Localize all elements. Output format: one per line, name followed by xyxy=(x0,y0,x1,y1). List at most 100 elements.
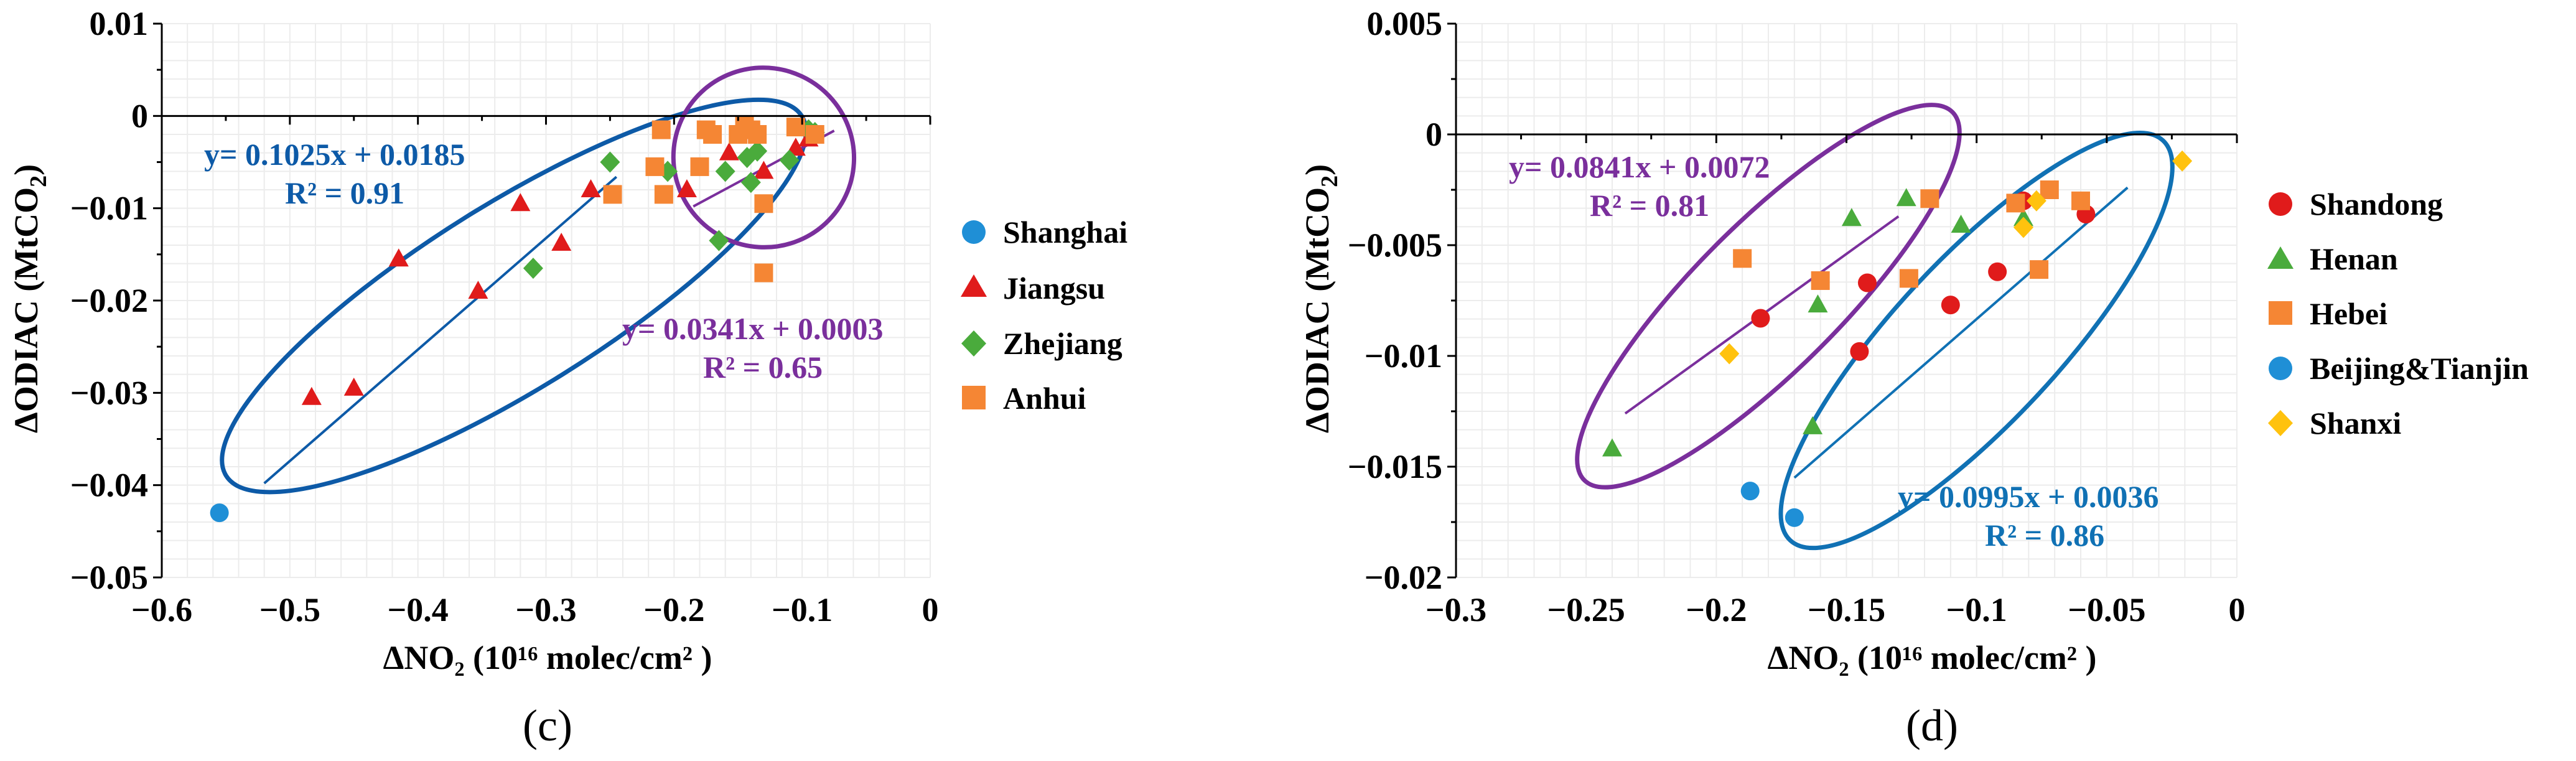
point-jiangsu xyxy=(343,377,364,396)
point-shandong xyxy=(1850,342,1869,361)
data-points-d xyxy=(1602,150,2193,527)
y-tick-label: −0.015 xyxy=(1348,448,1442,485)
point-hebei xyxy=(1733,249,1752,268)
x-tick-label: −0.3 xyxy=(515,591,576,628)
x-tick-label: 0 xyxy=(2229,591,2246,628)
point-henan xyxy=(1808,294,1828,313)
legend-item-beijing-tianjin: Beijing&Tianjin xyxy=(2269,351,2529,386)
x-axis-label: ΔNO₂ (10¹⁶ molec/cm² ) xyxy=(383,639,712,676)
point-shanghai xyxy=(210,503,229,523)
point-shanxi xyxy=(2172,150,2193,172)
y-tick-label: −0.02 xyxy=(70,282,148,319)
y-tick-label: −0.03 xyxy=(70,374,148,411)
legend-label-shandong: Shandong xyxy=(2310,187,2443,222)
legend-marker-shanxi xyxy=(2268,410,2293,436)
point-henan xyxy=(1841,208,1862,226)
point-anhui xyxy=(651,120,671,139)
fit-r2-c2: R² = 0.65 xyxy=(703,350,823,385)
legend-label-shanghai: Shanghai xyxy=(1003,215,1127,250)
point-jiangsu xyxy=(719,142,739,161)
panel-label-c: (c) xyxy=(523,701,572,750)
legend-marker-anhui xyxy=(962,386,986,409)
chart-panel-d: 0.005 0 −0.005 −0.01 −0.015 −0.02−0.3 −0.25 −0.… xyxy=(1299,5,2529,750)
point-zhejiang xyxy=(523,258,543,279)
point-henan xyxy=(1896,188,1916,207)
point-hebei xyxy=(2006,194,2025,213)
legend-marker-jiangsu xyxy=(961,274,987,297)
point-anhui xyxy=(654,185,673,204)
fit-ellipse-2 xyxy=(671,65,857,250)
point-anhui xyxy=(754,194,773,213)
point-anhui xyxy=(805,125,824,144)
point-shanxi xyxy=(2026,190,2046,212)
fit-ellipses-d xyxy=(1575,103,2175,551)
legend-d: Shandong Henan Hebei Beijing&Tianjin Sha… xyxy=(2267,187,2529,441)
point-jiangsu xyxy=(551,233,572,251)
x-tick-label: −0.1 xyxy=(772,591,833,628)
point-henan xyxy=(1602,438,1622,457)
legend-item-anhui: Anhui xyxy=(962,381,1086,416)
x-tick-label: −0.3 xyxy=(1426,591,1486,628)
point-jiangsu xyxy=(301,386,322,405)
point-shanxi xyxy=(1719,343,1740,365)
legend-label-anhui: Anhui xyxy=(1003,381,1086,416)
tick-labels-d: 0.005 0 −0.005 −0.01 −0.015 −0.02−0.3 −0.25 −0.… xyxy=(1348,5,2246,628)
x-tick-label: −0.1 xyxy=(1946,591,2007,628)
y-tick-label: 0 xyxy=(131,97,148,134)
point-henan xyxy=(1803,416,1823,434)
point-hebei xyxy=(1920,189,1939,208)
point-jiangsu xyxy=(468,281,488,299)
point-jiangsu xyxy=(581,179,601,197)
fit-equation-d2: y= 0.0995x + 0.0036 xyxy=(1898,479,2158,514)
point-anhui xyxy=(603,185,622,204)
point-jiangsu xyxy=(676,179,697,197)
point-shanxi xyxy=(2013,217,2033,238)
legend-label-zhejiang: Zhejiang xyxy=(1003,326,1122,361)
point-hebei xyxy=(2071,191,2090,210)
x-tick-label: −0.15 xyxy=(1808,591,1885,628)
x-tick-label: −0.2 xyxy=(1686,591,1747,628)
legend-marker-zhejiang xyxy=(961,330,986,357)
chart-panel-c: 0.01 0 −0.01 −0.02 −0.03 −0.04 −0.05−0.6 −0.5 −0… xyxy=(7,5,1127,750)
point-jiangsu xyxy=(510,193,531,212)
point-jiangsu xyxy=(388,248,409,267)
y-tick-label: 0 xyxy=(1426,116,1442,153)
data-points-c xyxy=(210,116,825,523)
point-beijing-tianjin xyxy=(1740,482,1760,501)
legend-item-henan: Henan xyxy=(2267,241,2398,276)
legend-item-hebei: Hebei xyxy=(2269,296,2387,331)
y-axis-label: ΔODIAC (MtCO2) xyxy=(7,164,52,433)
point-shandong xyxy=(1988,262,2007,281)
fit-line-1 xyxy=(263,175,618,485)
x-tick-label: −0.5 xyxy=(259,591,320,628)
legend-label-shanxi: Shanxi xyxy=(2310,406,2401,441)
fit-equation-c2: y= 0.0341x + 0.0003 xyxy=(622,311,883,346)
legend-marker-hebei xyxy=(2269,301,2292,325)
point-zhejiang xyxy=(600,151,620,173)
grid-d xyxy=(1455,23,2238,578)
point-zhejiang xyxy=(709,230,729,251)
x-axis-label: ΔNO₂ (10¹⁶ molec/cm² ) xyxy=(1768,639,2097,676)
point-zhejiang xyxy=(715,161,735,182)
legend-item-shanxi: Shanxi xyxy=(2268,406,2401,441)
fit-r2-d1: R² = 0.81 xyxy=(1590,188,1709,223)
legend-item-zhejiang: Zhejiang xyxy=(961,326,1122,361)
y-tick-label: −0.04 xyxy=(70,467,148,504)
fit-equation-d1: y= 0.0841x + 0.0072 xyxy=(1509,149,1770,184)
fit-ellipse-1 xyxy=(1575,103,1962,490)
legend-label-hebei: Hebei xyxy=(2310,296,2387,331)
legend-label-henan: Henan xyxy=(2310,241,2398,276)
y-tick-label: −0.05 xyxy=(70,559,148,596)
axes-d xyxy=(1447,22,2238,579)
point-henan xyxy=(1951,214,1971,233)
y-axis-label: ΔODIAC (MtCO2) xyxy=(1299,164,1343,433)
legend-label-beijing-tianjin: Beijing&Tianjin xyxy=(2310,351,2529,386)
tick-labels-c: 0.01 0 −0.01 −0.02 −0.03 −0.04 −0.05−0.6 −0.5 −0… xyxy=(70,5,939,628)
point-hebei xyxy=(1899,269,1918,288)
point-jiangsu xyxy=(754,161,774,179)
x-tick-label: −0.4 xyxy=(388,591,449,628)
y-tick-label: 0.005 xyxy=(1367,5,1443,42)
y-tick-label: −0.01 xyxy=(1365,337,1442,375)
legend-item-jiangsu: Jiangsu xyxy=(961,271,1105,306)
